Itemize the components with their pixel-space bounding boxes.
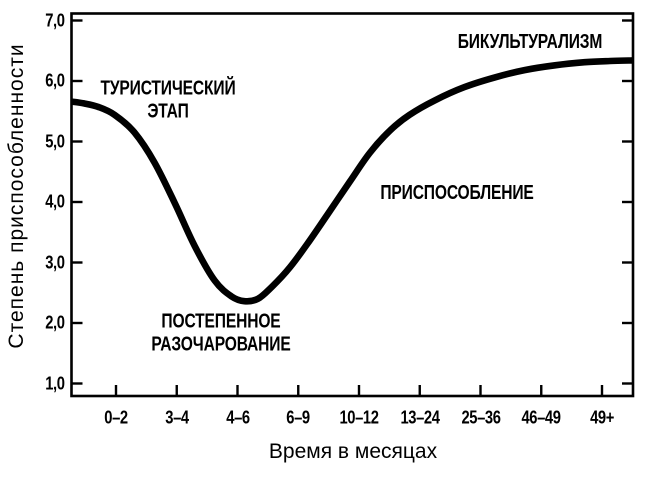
annotation-line: ПРИСПОСОБЛЕНИЕ (380, 181, 534, 204)
y-axis-title: Степень приспособленности (5, 43, 28, 349)
y-tick-label: 4,0 (45, 191, 66, 212)
annotation-biculturalism: БИКУЛЬТУРАЛИЗМ (457, 30, 603, 54)
y-tick-label: 6,0 (45, 70, 66, 91)
annotation-adjustment: ПРИСПОСОБЛЕНИЕ (380, 182, 533, 205)
annotation-line: БИКУЛЬТУРАЛИЗМ (457, 30, 603, 53)
annotation-tourist-stage: ТУРИСТИЧЕСКИЙ ЭТАП (100, 78, 235, 123)
y-tick-label: 3,0 (45, 252, 66, 272)
x-tick-label: 25–36 (460, 407, 501, 428)
x-tick-label: 46–49 (521, 407, 561, 428)
annotation-gradual-disappointment: ПОСТЕПЕННОЕ РАЗОЧАРОВАНИЕ (151, 311, 290, 356)
y-tick-label: 2,0 (45, 312, 66, 333)
x-tick-label: 3–4 (165, 407, 189, 428)
axis-tick-marks (71, 19, 633, 396)
annotation-line: ЭТАП (147, 100, 189, 122)
adaptation-curve (71, 57, 634, 305)
y-tick-label: 7,0 (45, 10, 66, 30)
annotation-line: ТУРИСТИЧЕСКИЙ (100, 77, 236, 100)
plot-border (70, 12, 635, 398)
x-tick-label: 6–9 (286, 407, 311, 428)
annotation-line: ПОСТЕПЕННОЕ (161, 310, 281, 333)
y-tick-label: 1,0 (45, 373, 66, 393)
annotation-line: РАЗОЧАРОВАНИЕ (151, 333, 291, 355)
y-tick-label: 5,0 (45, 131, 66, 151)
x-tick-label: 10–12 (339, 407, 379, 428)
x-tick-label: 13–24 (400, 407, 440, 428)
x-tick-label: 49+ (590, 407, 614, 428)
x-axis-title: Время в месяцах (268, 440, 438, 463)
x-tick-label: 0–2 (104, 407, 128, 428)
x-tick-label: 4–6 (225, 407, 250, 428)
